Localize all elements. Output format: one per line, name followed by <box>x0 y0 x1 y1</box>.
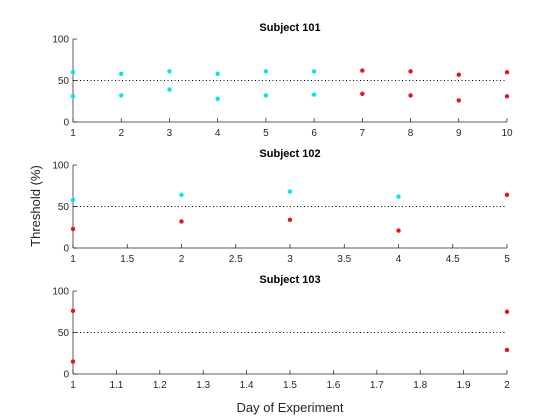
x-axis-label: Day of Experiment <box>237 400 344 415</box>
y-tick-label: 50 <box>58 202 70 213</box>
data-point-cyan <box>311 69 317 74</box>
y-tick-label: 50 <box>58 328 70 339</box>
x-tick-label: 1.6 <box>326 380 340 391</box>
data-point-cyan <box>287 189 293 194</box>
y-axis-label: Threshold (%) <box>28 165 43 247</box>
x-tick-label: 1.9 <box>457 380 471 391</box>
x-tick-label: 1 <box>70 128 76 139</box>
x-tick-label: 3.5 <box>337 254 351 265</box>
x-tick-label: 1.8 <box>413 380 427 391</box>
x-tick-label: 1 <box>70 254 76 265</box>
x-tick-label: 2 <box>179 254 185 265</box>
y-tick-label: 100 <box>52 287 69 298</box>
x-tick-label: 2 <box>118 128 124 139</box>
x-tick-label: 1.5 <box>120 254 134 265</box>
x-tick-label: 1.7 <box>370 380 384 391</box>
subplot-3: Subject 103 1 1.1 1.2 1.3 1.4 1.5 1.6 1.7 1.8 1.9 2… <box>52 274 510 391</box>
x-tick-label: 1.4 <box>240 380 254 391</box>
data-point-red <box>70 359 76 364</box>
x-tick-label: 6 <box>311 128 317 139</box>
x-tick-label: 5 <box>263 128 269 139</box>
x-tick-label: 5 <box>504 254 510 265</box>
data-point-cyan <box>215 96 220 101</box>
data-point-red <box>360 91 365 96</box>
data-point-red <box>504 192 510 198</box>
data-point-cyan <box>215 71 220 77</box>
data-point-red <box>504 347 510 353</box>
x-tick-label: 3 <box>287 254 293 265</box>
data-point-cyan <box>179 192 184 198</box>
data-point-red <box>504 309 510 314</box>
data-point-red <box>504 94 510 99</box>
x-tick-label: 3 <box>167 128 173 139</box>
data-point-red <box>456 98 461 103</box>
data-point-red <box>70 308 76 314</box>
y-tick-label: 100 <box>52 161 69 172</box>
data-point-red <box>408 93 413 98</box>
x-tick-label: 2.5 <box>229 254 243 265</box>
y-tick-label: 0 <box>63 370 69 381</box>
y-tick-label: 50 <box>58 76 70 87</box>
x-tick-label: 1.1 <box>109 380 123 391</box>
x-tick-label: 7 <box>360 128 366 139</box>
data-point-red <box>179 219 184 224</box>
data-point-red <box>396 228 401 233</box>
data-point-cyan <box>396 194 401 199</box>
subplot-title: Subject 102 <box>259 148 320 160</box>
data-point-cyan <box>119 71 124 77</box>
data-point-red <box>456 72 461 77</box>
x-tick-label: 10 <box>501 128 513 139</box>
data-point-red <box>287 217 293 222</box>
data-point-cyan <box>263 93 269 98</box>
data-point-cyan <box>167 87 172 92</box>
y-tick-label: 0 <box>63 244 69 255</box>
subplot-title: Subject 101 <box>259 22 320 34</box>
data-point-red <box>70 226 76 232</box>
data-point-red <box>408 69 413 74</box>
x-tick-label: 1.3 <box>196 380 210 391</box>
data-point-cyan <box>167 69 172 74</box>
data-point-cyan <box>263 69 269 74</box>
data-point-cyan <box>70 94 76 99</box>
x-tick-label: 4 <box>396 254 402 265</box>
y-tick-label: 0 <box>63 118 69 129</box>
data-point-cyan <box>119 93 124 98</box>
data-point-red <box>504 70 510 75</box>
x-tick-label: 1 <box>70 380 76 391</box>
x-tick-label: 4 <box>215 128 221 139</box>
x-tick-label: 1.5 <box>283 380 297 391</box>
data-point-cyan <box>70 70 76 75</box>
data-point-cyan <box>70 197 76 203</box>
x-tick-label: 8 <box>408 128 414 139</box>
x-tick-label: 2 <box>504 380 510 391</box>
y-tick-label: 100 <box>52 35 69 46</box>
x-tick-label: 9 <box>456 128 462 139</box>
x-tick-label: 4.5 <box>446 254 460 265</box>
subplot-title: Subject 103 <box>259 274 320 286</box>
x-tick-label: 1.2 <box>153 380 167 391</box>
data-point-cyan <box>311 92 317 97</box>
data-point-red <box>360 68 365 73</box>
